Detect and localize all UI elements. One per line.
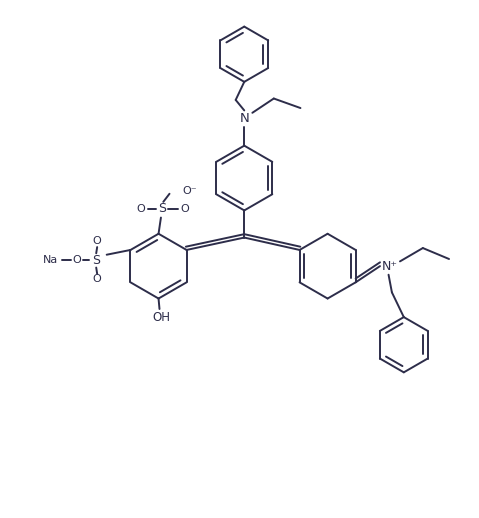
Text: Na: Na	[43, 255, 58, 265]
Text: O: O	[73, 255, 81, 265]
Text: N⁺: N⁺	[381, 260, 398, 272]
Text: OH: OH	[152, 311, 170, 324]
Text: S: S	[92, 254, 100, 267]
Text: O: O	[137, 204, 145, 214]
Text: O: O	[93, 236, 102, 247]
Text: S: S	[159, 203, 166, 215]
Text: O: O	[93, 275, 102, 284]
Text: N: N	[240, 112, 249, 125]
Text: O: O	[181, 204, 189, 214]
Text: O⁻: O⁻	[182, 186, 197, 196]
